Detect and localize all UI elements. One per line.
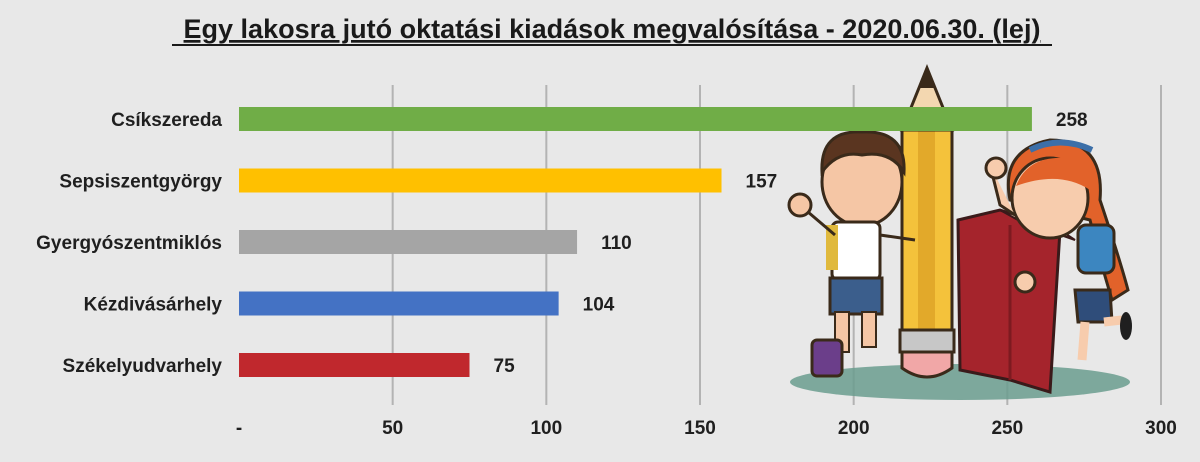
bar — [239, 353, 470, 377]
x-axis-ticks: - 50 100 150 200 250 300 — [236, 418, 1177, 439]
value-label: 157 — [746, 172, 778, 193]
x-tick-label: 200 — [838, 418, 870, 439]
x-tick-label: 150 — [684, 418, 716, 439]
bar — [239, 291, 559, 316]
bars — [239, 107, 1032, 377]
category-label: Csíkszereda — [111, 110, 222, 131]
category-label: Székelyudvarhely — [63, 356, 223, 377]
value-label: 75 — [494, 356, 516, 377]
chart-title: Egy lakosra jutó oktatási kiadások megva… — [184, 14, 1041, 44]
x-tick-label: 100 — [530, 418, 562, 439]
boy-icon — [787, 130, 916, 378]
x-tick-label: - — [236, 418, 242, 439]
x-tick-label: 50 — [382, 418, 403, 439]
x-tick-label: 250 — [991, 418, 1023, 439]
bar — [239, 107, 1032, 131]
x-tick-label: 300 — [1145, 418, 1177, 439]
category-label: Kézdivásárhely — [84, 295, 223, 316]
value-label: 104 — [583, 295, 615, 316]
bar — [239, 230, 578, 254]
girl-icon — [984, 138, 1132, 361]
bar — [239, 168, 722, 193]
category-label: Gyergyószentmiklós — [36, 233, 222, 254]
value-label: 258 — [1056, 110, 1088, 131]
value-label: 110 — [601, 233, 632, 254]
category-label: Sepsiszentgyörgy — [59, 172, 222, 193]
category-labels: Csíkszereda Sepsiszentgyörgy Gyergyószentm… — [36, 110, 222, 377]
value-labels: 258 157 110 104 75 — [494, 110, 1088, 377]
